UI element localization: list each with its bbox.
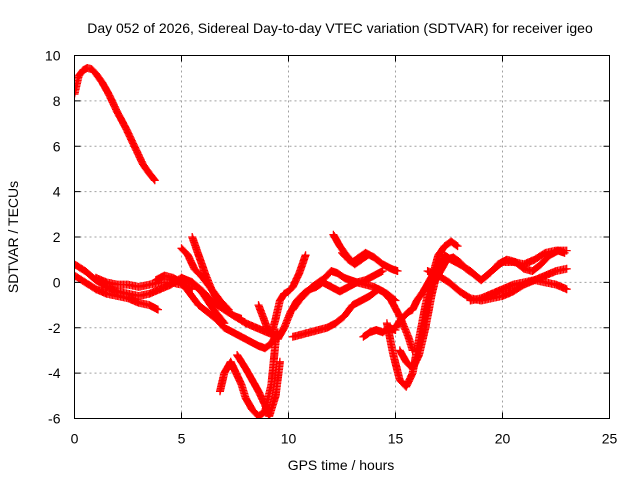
series-markers xyxy=(288,267,417,355)
series-arc-16 xyxy=(338,248,372,269)
series-markers xyxy=(430,246,569,287)
y-tick-label: 6 xyxy=(53,138,61,154)
series-arc-14 xyxy=(288,267,417,355)
series-arc-9 xyxy=(216,337,280,419)
series-arc-8 xyxy=(188,233,282,341)
grid xyxy=(74,55,610,419)
x-tick-label: 20 xyxy=(495,431,511,447)
y-tick-label: 10 xyxy=(45,48,61,64)
series-arc-23 xyxy=(466,276,571,305)
series-arc-10 xyxy=(233,351,284,419)
series-arc-6 xyxy=(151,271,282,353)
series-arc-1 xyxy=(74,64,159,185)
series-markers xyxy=(74,271,162,314)
axis-ticks: 0 5 10 15 20 25 -6 -4 -2 0 2 4 6 8 10 xyxy=(45,48,618,447)
y-tick-label: 2 xyxy=(53,229,61,245)
series-markers xyxy=(466,276,571,305)
y-axis-label: SDTVAR / TECUs xyxy=(5,181,21,293)
x-tick-label: 0 xyxy=(71,431,79,447)
chart-title: Day 052 of 2026, Sidereal Day-to-day VTE… xyxy=(87,20,593,36)
series-markers xyxy=(216,337,280,419)
y-tick-label: -2 xyxy=(48,320,61,336)
series-markers xyxy=(338,248,372,269)
x-tick-label: 10 xyxy=(281,431,297,447)
series-arc-11 xyxy=(254,251,310,339)
series-markers xyxy=(188,233,282,341)
series-arc-21 xyxy=(430,246,569,287)
x-tick-label: 25 xyxy=(602,431,618,447)
series-markers xyxy=(74,64,159,185)
y-tick-label: 8 xyxy=(53,93,61,109)
x-axis-label: GPS time / hours xyxy=(288,457,395,473)
series-markers xyxy=(254,251,310,339)
y-tick-label: 4 xyxy=(53,184,61,200)
y-tick-label: 0 xyxy=(53,274,61,290)
x-tick-label: 5 xyxy=(178,431,186,447)
series-arc-3 xyxy=(74,271,162,314)
series-markers xyxy=(233,351,284,419)
y-tick-label: -6 xyxy=(48,411,61,427)
data-points xyxy=(74,64,571,419)
y-tick-label: -4 xyxy=(48,365,61,381)
series-markers xyxy=(151,271,282,353)
x-tick-label: 15 xyxy=(388,431,404,447)
